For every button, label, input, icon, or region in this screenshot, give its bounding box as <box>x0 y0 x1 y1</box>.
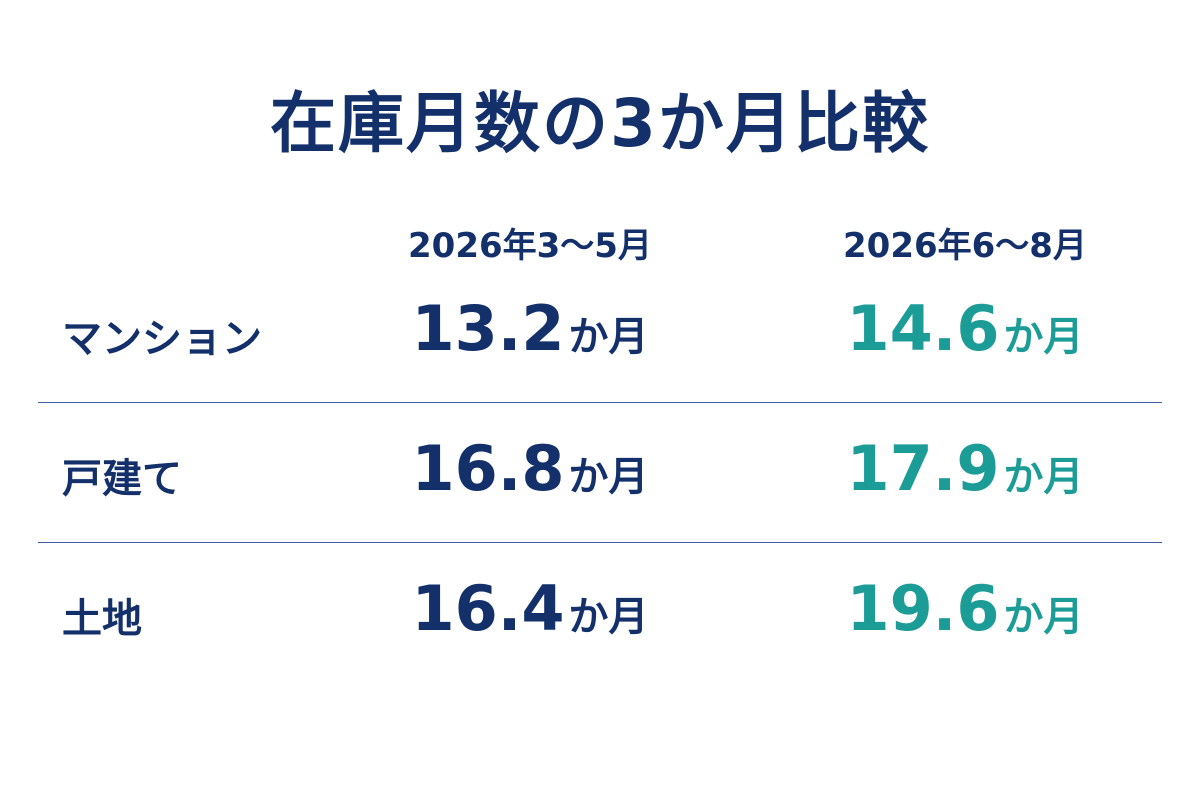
cell-value: 19.6 <box>846 572 1000 645</box>
cell-value: 13.2 <box>411 292 565 365</box>
cell: 13.2 か月 <box>310 292 750 365</box>
cell-value: 16.4 <box>411 572 565 645</box>
cell-unit: か月 <box>1003 594 1084 640</box>
title: 在庫月数の3か月比較 <box>270 85 930 162</box>
row-label: マンション <box>62 316 262 362</box>
cell: 16.4 か月 <box>310 572 750 645</box>
column-header: 2026年6〜8月 <box>843 226 1087 266</box>
cell-unit: か月 <box>568 314 649 360</box>
cell-unit: か月 <box>1003 314 1084 360</box>
cell: 19.6 か月 <box>745 572 1185 645</box>
cell: 14.6 か月 <box>745 292 1185 365</box>
cell-unit: か月 <box>1003 454 1084 500</box>
cell-unit: か月 <box>568 594 649 640</box>
divider <box>38 542 1162 543</box>
divider <box>38 402 1162 403</box>
cell-value: 14.6 <box>846 292 1000 365</box>
row-label: 土地 <box>62 596 142 642</box>
column-header: 2026年3〜5月 <box>408 226 652 266</box>
cell: 16.8 か月 <box>310 432 750 505</box>
cell-unit: か月 <box>568 454 649 500</box>
cell-value: 16.8 <box>411 432 565 505</box>
row-label: 戸建て <box>62 456 182 502</box>
cell-value: 17.9 <box>846 432 1000 505</box>
cell: 17.9 か月 <box>745 432 1185 505</box>
